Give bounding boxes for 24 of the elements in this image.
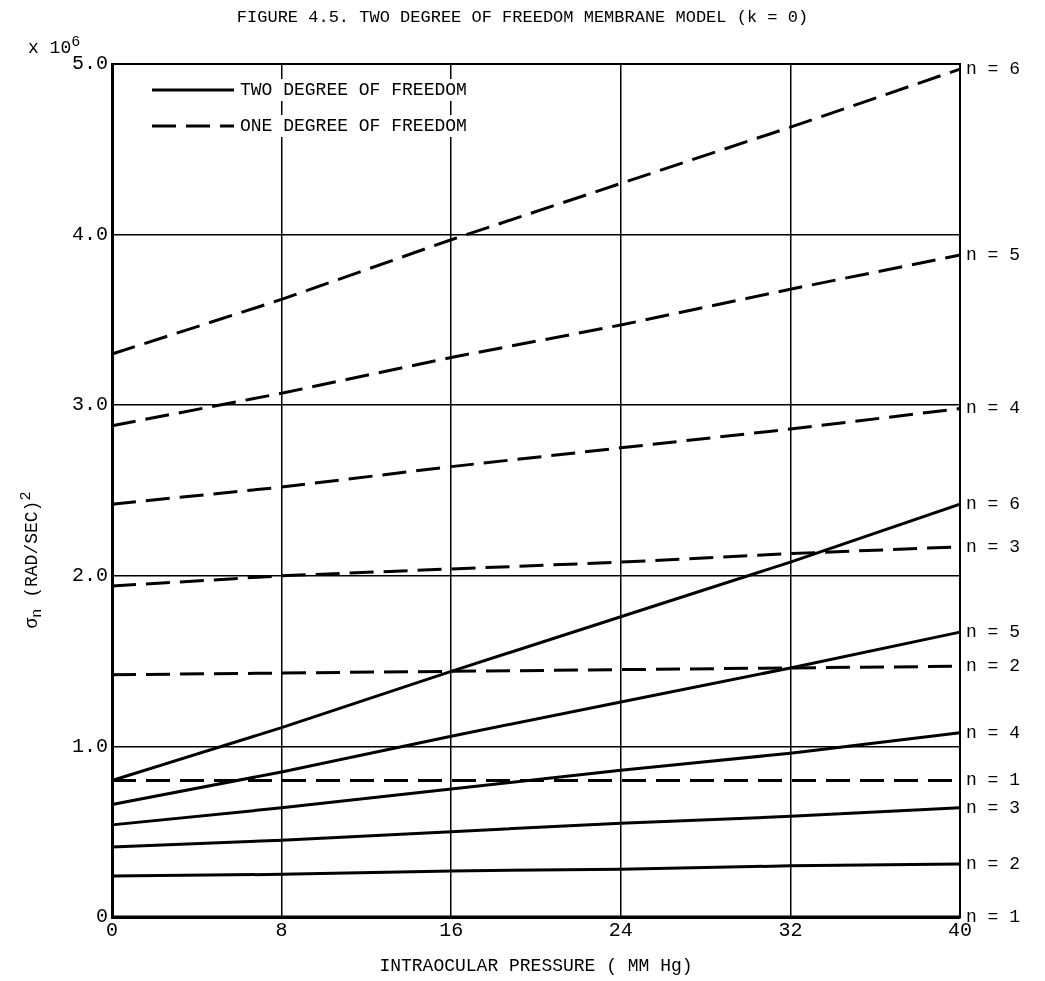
x-axis-title: INTRAOCULAR PRESSURE ( MM Hg) [379,955,693,976]
series-label: n = 2 [966,655,1021,676]
series-label: n = 1 [966,770,1021,791]
series-label: n = 5 [966,244,1021,265]
series-label: n = 3 [966,797,1021,818]
series-label: n = 3 [966,536,1021,557]
y-tick-label: 4.0 [71,222,108,246]
annotation: ONE DEGREE OF FREEDOM [240,115,467,136]
x-tick-label: 8 [275,919,288,943]
series-label: n = 5 [966,621,1021,642]
series-label: n = 6 [966,58,1021,79]
x-tick-label: 16 [439,919,464,943]
y-tick-label: 2.0 [71,564,108,588]
y-tick-label: 1.0 [71,734,108,758]
x-tick-label: 32 [778,919,803,943]
series-label: n = 4 [966,398,1021,419]
x-tick-label: 24 [608,919,633,943]
y-tick-label: 3.0 [71,393,108,417]
annotation: TWO DEGREE OF FREEDOM [240,79,467,100]
chart-title: FIGURE 4.5. TWO DEGREE OF FREEDOM MEMBRANE MODEL (k = 0) [235,8,810,27]
series-label: n = 6 [966,493,1021,514]
y-tick-label: 5.0 [71,52,108,76]
series-label: n = 4 [966,722,1021,743]
series-label: n = 2 [966,853,1021,874]
